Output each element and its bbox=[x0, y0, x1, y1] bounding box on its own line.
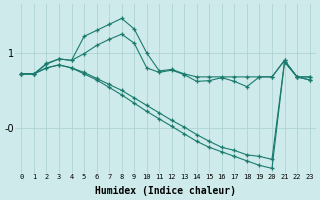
X-axis label: Humidex (Indice chaleur): Humidex (Indice chaleur) bbox=[95, 186, 236, 196]
